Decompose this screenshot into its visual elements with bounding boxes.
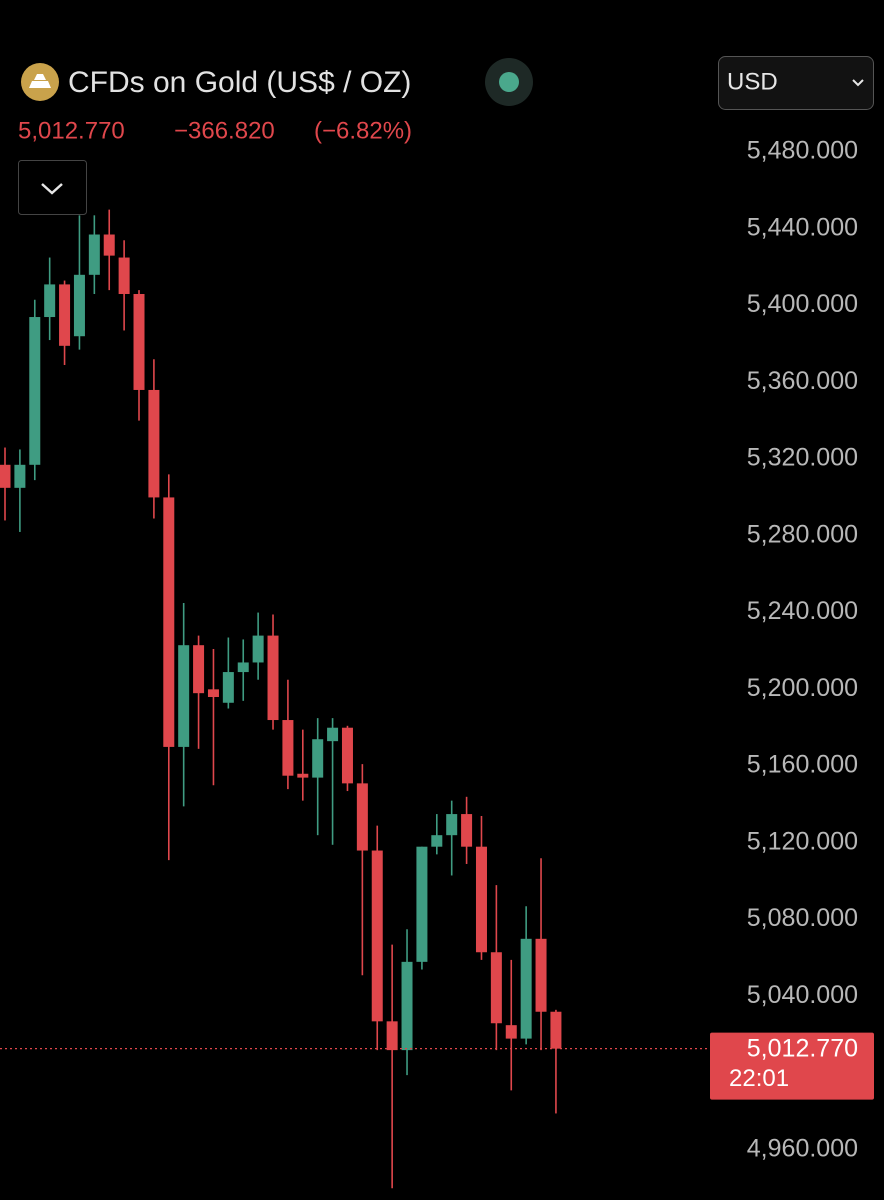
- current-price-tag: [710, 1032, 874, 1100]
- y-tick-label: 5,280.000: [747, 520, 858, 548]
- candle-body: [207, 689, 219, 698]
- y-tick-label: 5,120.000: [747, 827, 858, 855]
- y-tick-label: 4,960.000: [747, 1135, 858, 1163]
- y-tick-label: 5,160.000: [747, 751, 858, 779]
- collapse-chevron: [41, 183, 63, 195]
- candle-body: [0, 464, 11, 488]
- candle-body: [431, 835, 443, 847]
- y-tick-label: 5,040.000: [747, 981, 858, 1009]
- candle-body: [356, 783, 368, 851]
- candle-body: [386, 1021, 398, 1051]
- candle-body: [88, 234, 100, 275]
- y-tick-label: 5,440.000: [747, 213, 858, 241]
- candle-body: [178, 645, 190, 747]
- candle-body: [490, 952, 502, 1024]
- candle-body: [550, 1011, 562, 1049]
- y-tick-label: 5,200.000: [747, 674, 858, 702]
- collapse-button[interactable]: [18, 160, 87, 215]
- candle-body: [282, 720, 294, 776]
- currency-label: USD: [727, 68, 778, 95]
- candle-body: [401, 961, 413, 1051]
- change-percent: (−6.82%): [314, 117, 412, 144]
- candle-body: [461, 814, 473, 847]
- candle-body: [252, 635, 264, 663]
- y-tick-label: 5,480.000: [747, 137, 858, 165]
- candle-body: [297, 773, 309, 778]
- candle-body: [341, 727, 353, 784]
- candle-body: [44, 284, 56, 318]
- candle-body: [267, 635, 279, 721]
- candle-body: [29, 317, 41, 465]
- y-tick-label: 5,240.000: [747, 597, 858, 625]
- gold-icon-bars: [29, 74, 51, 88]
- select-chevron: [852, 79, 864, 87]
- candle-body: [222, 672, 234, 703]
- candle-body: [103, 234, 115, 256]
- candle-body: [416, 846, 428, 962]
- candle-body: [193, 645, 205, 694]
- status-dot: [499, 72, 519, 92]
- candle-body: [133, 294, 145, 390]
- candle-body: [475, 846, 487, 953]
- y-tick-label: 5,320.000: [747, 444, 858, 472]
- y-tick-label: 5,360.000: [747, 367, 858, 395]
- candle-body: [371, 850, 383, 1022]
- y-tick-label: 5,400.000: [747, 290, 858, 318]
- candle-body: [118, 257, 130, 295]
- candle-body: [327, 727, 339, 742]
- price: 5,012.770: [18, 117, 125, 144]
- current-price-label: 5,012.770: [747, 1034, 858, 1062]
- candle-body: [505, 1025, 517, 1039]
- title: CFDs on Gold (US$ / OZ): [68, 66, 411, 99]
- y-tick-label: 5,080.000: [747, 904, 858, 932]
- candle-body: [520, 938, 532, 1039]
- candle-body: [73, 274, 85, 337]
- candle-body: [14, 464, 26, 488]
- candle-body: [163, 497, 175, 747]
- candle-body: [148, 389, 160, 498]
- currency-select[interactable]: [718, 56, 874, 110]
- candle-body: [59, 284, 71, 346]
- change: −366.820: [174, 117, 275, 144]
- candle-body: [446, 814, 458, 836]
- candle-body: [535, 938, 547, 1012]
- candle-body: [312, 739, 324, 778]
- candle-body: [237, 662, 249, 673]
- countdown: 22:01: [729, 1065, 789, 1092]
